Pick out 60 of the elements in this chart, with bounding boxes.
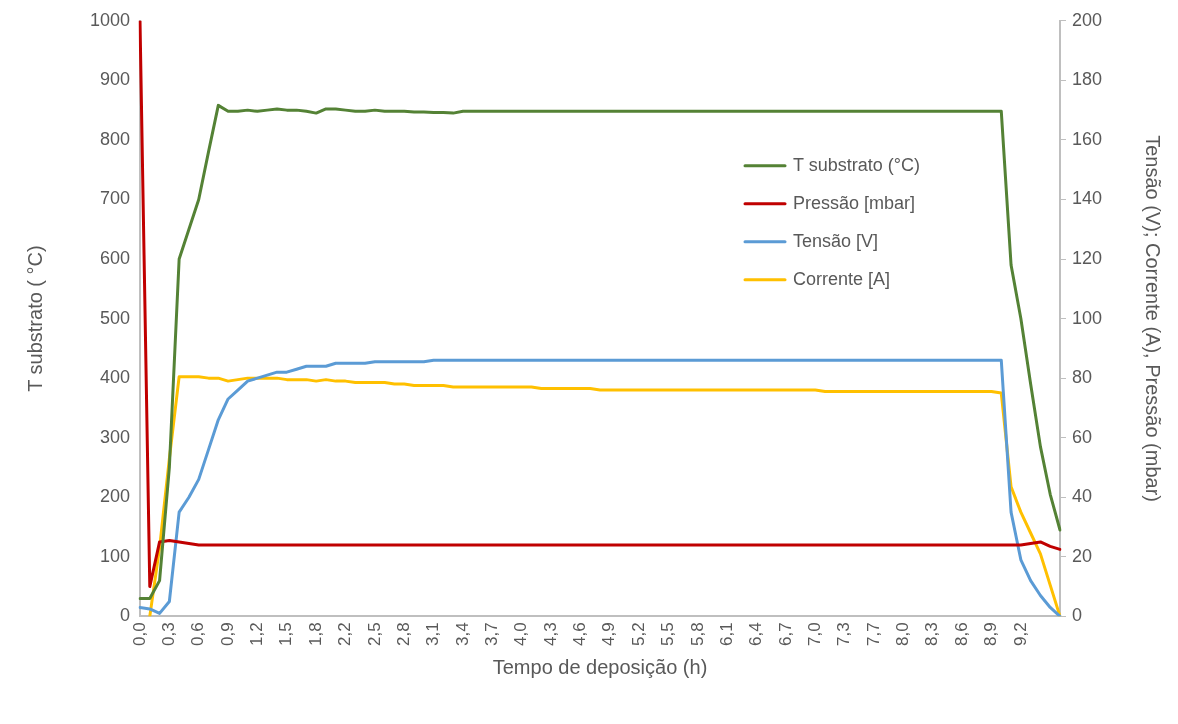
y-tick-label: 800: [99, 128, 130, 149]
x-axis-title: Tempo de deposição (h): [492, 655, 708, 678]
y-tick-label: 100: [99, 545, 130, 566]
y2-tick-label: 120: [1072, 248, 1103, 268]
y2-tick-label: 140: [1072, 188, 1103, 209]
y-tick-label: 200: [99, 486, 130, 507]
y2-axis-title: Tensão (V); Corrente (A), Pressão (mbar): [1142, 135, 1165, 502]
x-tick-label: 6,4: [746, 622, 766, 647]
x-tick-label: 8,0: [893, 622, 913, 647]
legend-label: Tensão [V]: [793, 230, 879, 251]
x-tick-label: 0,3: [159, 622, 179, 647]
x-tick-label: 3,1: [423, 622, 443, 647]
y-tick-label: 400: [99, 367, 130, 388]
x-tick-label: 8,6: [951, 622, 971, 647]
y2-tick-label: 60: [1072, 426, 1093, 447]
x-tick-label: 4,6: [570, 622, 590, 647]
x-tick-label: 5,5: [658, 622, 678, 647]
x-tick-label: 3,4: [452, 622, 472, 647]
y2-tick-label: 20: [1072, 545, 1093, 566]
x-tick-label: 2,8: [393, 622, 413, 647]
x-tick-label: 8,9: [981, 622, 1001, 647]
x-tick-label: 6,1: [716, 622, 736, 647]
legend-label: Pressão [mbar]: [793, 192, 916, 213]
x-tick-label: 5,8: [687, 622, 707, 647]
y2-tick-label: 160: [1072, 128, 1103, 149]
x-tick-label: 0,9: [217, 622, 237, 647]
x-tick-label: 4,9: [599, 622, 619, 647]
y2-tick-label: 40: [1072, 486, 1093, 507]
x-tick-label: 4,3: [540, 622, 560, 647]
x-tick-label: 1,2: [247, 622, 267, 647]
y-tick-label: 700: [99, 188, 130, 209]
x-tick-label: 0,6: [188, 622, 208, 647]
y-tick-label: 500: [99, 307, 130, 328]
y-tick-label: 900: [99, 69, 130, 90]
x-tick-label: 3,7: [482, 622, 502, 647]
y-tick-label: 0: [119, 605, 130, 626]
x-tick-label: 4,0: [511, 622, 531, 647]
x-tick-label: 7,7: [863, 622, 883, 647]
x-tick-label: 0,0: [129, 622, 149, 647]
y-axis-title: T substrato ( °C): [23, 245, 46, 392]
legend-label: T substrato (°C): [793, 154, 920, 175]
x-tick-label: 9,2: [1010, 622, 1030, 647]
y2-tick-label: 180: [1072, 69, 1103, 90]
y-tick-label: 300: [99, 426, 130, 447]
x-tick-label: 7,3: [834, 622, 854, 647]
x-tick-label: 7,0: [805, 622, 825, 647]
y-tick-label: 1000: [89, 9, 130, 30]
y2-tick-label: 200: [1072, 9, 1103, 30]
y2-tick-label: 80: [1072, 367, 1093, 388]
x-tick-label: 1,5: [276, 622, 296, 647]
x-tick-label: 6,7: [775, 622, 795, 647]
x-tick-label: 2,5: [364, 622, 384, 647]
x-tick-label: 1,8: [305, 622, 325, 647]
y-tick-label: 600: [99, 248, 130, 268]
x-tick-label: 2,2: [335, 622, 355, 647]
x-tick-label: 5,2: [628, 622, 648, 647]
y2-tick-label: 100: [1072, 307, 1103, 328]
legend-label: Corrente [A]: [793, 268, 891, 289]
y2-tick-label: 0: [1072, 605, 1083, 626]
x-tick-label: 8,3: [922, 622, 942, 647]
